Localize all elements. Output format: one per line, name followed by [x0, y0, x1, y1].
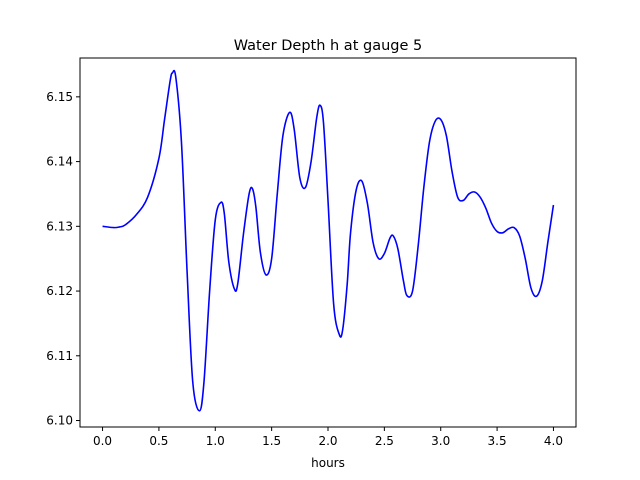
x-tick-label: 0.5	[149, 434, 168, 448]
y-tick-label: 6.13	[46, 219, 73, 233]
x-tick-label: 3.0	[431, 434, 450, 448]
x-tick-label: 0.0	[93, 434, 112, 448]
y-tick-label: 6.14	[46, 155, 73, 169]
x-tick-label: 2.5	[375, 434, 394, 448]
series-line	[102, 69, 555, 412]
series-layer	[102, 69, 555, 412]
y-axis: 6.10 6.11 6.12 6.13 6.14 6.15	[46, 90, 80, 428]
x-axis-label: hours	[311, 456, 345, 470]
x-tick-label: 1.0	[206, 434, 225, 448]
x-tick-label: 3.5	[488, 434, 507, 448]
x-tick-label: 1.5	[262, 434, 281, 448]
y-tick-label: 6.15	[46, 90, 73, 104]
chart-title: Water Depth h at gauge 5	[234, 38, 422, 54]
x-axis: 0.0 0.5 1.0 1.5 2.0 2.5 3.0 3.5 4.0	[93, 427, 563, 448]
y-tick-label: 6.12	[46, 284, 73, 298]
y-tick-label: 6.10	[46, 414, 73, 428]
y-tick-label: 6.11	[46, 349, 73, 363]
x-tick-label: 2.0	[318, 434, 337, 448]
x-tick-label: 4.0	[544, 434, 563, 448]
